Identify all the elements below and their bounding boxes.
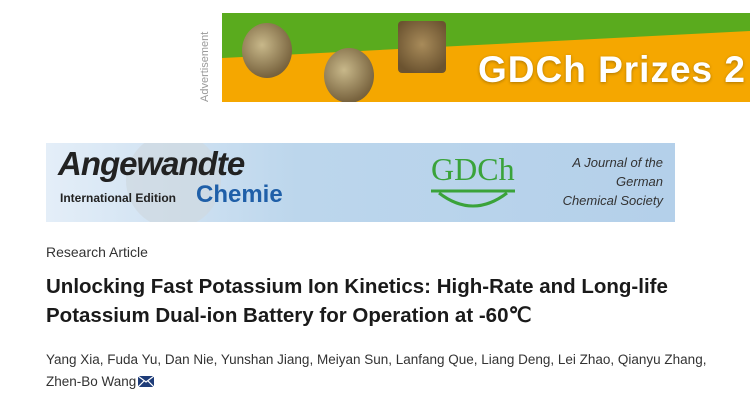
medal-image (242, 23, 292, 78)
journal-edition: International Edition (60, 191, 176, 205)
medal-image (398, 21, 446, 73)
gdch-logo: GDCh (431, 151, 515, 187)
ad-title: GDCh Prizes 2 (478, 49, 746, 90)
author-list: Yang Xia, Fuda Yu, Dan Nie, Yunshan Jian… (46, 349, 736, 393)
banner-decoration (126, 143, 221, 222)
envelope-icon[interactable] (138, 376, 155, 387)
tagline-line: Chemical Society (562, 193, 663, 208)
article-type: Research Article (46, 244, 148, 260)
article-title: Unlocking Fast Potassium Ion Kinetics: H… (46, 275, 668, 327)
authors[interactable]: Yang Xia, Fuda Yu, Dan Nie, Yunshan Jian… (46, 352, 707, 389)
tagline-line: German (616, 174, 663, 189)
journal-subname: Chemie (196, 181, 283, 208)
ad-banner[interactable]: GDCh Prizes 2 (222, 13, 750, 102)
gdch-logo-bowl (431, 189, 515, 208)
journal-tagline: A Journal of the German Chemical Society (563, 153, 663, 210)
journal-name: Angewandte (58, 145, 245, 182)
tagline-line: A Journal of the (572, 155, 663, 170)
journal-banner[interactable]: Angewandte International Edition Chemie … (46, 143, 675, 222)
medal-image (324, 48, 374, 102)
advertisement-label: Advertisement (199, 31, 211, 102)
